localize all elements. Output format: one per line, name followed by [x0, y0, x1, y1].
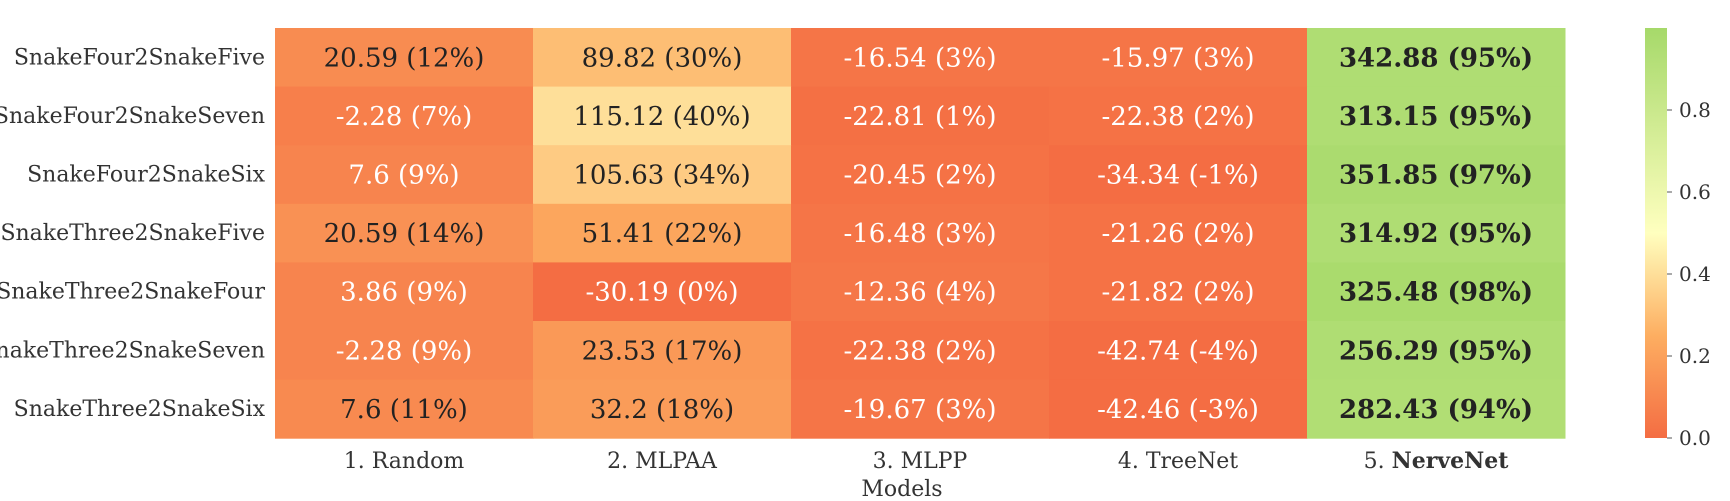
heatmap-cell	[533, 321, 792, 381]
colorbar: 0.0 0.2 0.4 0.6 0.8	[1645, 28, 1711, 450]
cell-value-label: -15.97 (3%)	[1101, 43, 1254, 73]
cell-value-label: -19.67 (3%)	[843, 395, 996, 425]
cell-value-label: -30.19 (0%)	[585, 278, 738, 308]
colorbar-tick-label: 0.4	[1679, 262, 1711, 286]
cell-value-label: -42.74 (-4%)	[1097, 336, 1259, 366]
column-label: 4. TreeNet	[1118, 449, 1238, 474]
column-label: 5. NerveNet	[1364, 448, 1510, 474]
row-label: SnakeFour2SnakeFive	[14, 45, 265, 70]
cell-value-label: 342.88 (95%)	[1339, 43, 1533, 73]
cell-value-label: -22.38 (2%)	[843, 336, 996, 366]
row-label: SnakeThree2SnakeFour	[0, 280, 265, 305]
heatmap-cell	[1049, 321, 1308, 381]
heatmap-cell	[791, 262, 1050, 322]
row-label: SnakeFour2SnakeSix	[27, 163, 266, 188]
heatmap-cell	[791, 145, 1050, 205]
cell-value-label: 7.6 (9%)	[348, 161, 459, 191]
heatmap-cell	[791, 379, 1050, 439]
heatmap-cell	[533, 379, 792, 439]
cell-value-label: 282.43 (94%)	[1339, 395, 1533, 425]
heatmap-cell	[275, 86, 534, 146]
heatmap-cell	[275, 28, 534, 88]
cell-value-label: 314.92 (95%)	[1339, 219, 1533, 249]
cell-value-label: -2.28 (7%)	[336, 102, 472, 132]
cell-value-label: 115.12 (40%)	[573, 102, 750, 132]
heatmap-cell	[275, 262, 534, 322]
heatmap-cell	[1049, 379, 1308, 439]
cell-value-label: 89.82 (30%)	[582, 43, 743, 73]
colorbar-tick-label: 0.6	[1679, 180, 1711, 204]
cell-value-label: -12.36 (4%)	[843, 278, 996, 308]
row-labels: SnakeFour2SnakeFive SnakeFour2SnakeSeven S…	[0, 45, 266, 422]
heatmap-cell	[1307, 262, 1566, 322]
heatmap-cell	[533, 28, 792, 88]
row-label: SnakeThree2SnakeSeven	[0, 338, 265, 363]
heatmap-cell	[1049, 203, 1308, 263]
colorbar-tick-label: 0.0	[1679, 426, 1711, 450]
cell-value-label: -2.28 (9%)	[336, 336, 472, 366]
column-label: 2. MLPAA	[607, 449, 718, 474]
heatmap-cell	[1049, 145, 1308, 205]
column-label: 3. MLPP	[873, 449, 968, 474]
cell-value-label: 105.63 (34%)	[573, 161, 750, 191]
column-label: 1. Random	[344, 449, 465, 474]
x-axis-title: Models	[861, 477, 942, 501]
cell-value-label: -16.54 (3%)	[843, 43, 996, 73]
heatmap-cell	[275, 145, 534, 205]
cell-value-label: -21.26 (2%)	[1101, 219, 1254, 249]
cell-value-label: 32.2 (18%)	[590, 395, 734, 425]
heatmap-cell	[533, 262, 792, 322]
colorbar-gradient	[1645, 28, 1667, 438]
heatmap-cell	[1307, 28, 1566, 88]
heatmap-cell	[791, 321, 1050, 381]
heatmap-cell	[791, 86, 1050, 146]
cell-value-label: 20.59 (14%)	[324, 219, 485, 249]
heatmap-cell-labels: 20.59 (12%) 89.82 (30%) -16.54 (3%) -15.97 …	[324, 43, 1533, 425]
cell-value-label: 20.59 (12%)	[324, 43, 485, 73]
colorbar-tick-label: 0.8	[1679, 98, 1711, 122]
row-label: SnakeThree2SnakeFive	[0, 221, 265, 246]
cell-value-label: -21.82 (2%)	[1101, 278, 1254, 308]
row-label: SnakeFour2SnakeSeven	[0, 104, 265, 129]
heatmap-cell	[1307, 86, 1566, 146]
cell-value-label: 325.48 (98%)	[1339, 278, 1533, 308]
heatmap-cell	[791, 28, 1050, 88]
column-labels: 1. Random 2. MLPAA 3. MLPP 4. TreeNet 5. Ner…	[344, 448, 1509, 474]
cell-value-label: -22.81 (1%)	[843, 102, 996, 132]
cell-value-label: 51.41 (22%)	[582, 219, 743, 249]
heatmap-cell	[1049, 262, 1308, 322]
cell-value-label: 313.15 (95%)	[1339, 102, 1533, 132]
heatmap-cell	[1307, 321, 1566, 381]
heatmap-cells	[275, 28, 1566, 439]
heatmap-cell	[791, 203, 1050, 263]
heatmap-cell	[533, 203, 792, 263]
colorbar-tick-label: 0.2	[1679, 344, 1711, 368]
heatmap-cell	[275, 321, 534, 381]
heatmap-cell	[1307, 145, 1566, 205]
cell-value-label: 256.29 (95%)	[1339, 336, 1533, 366]
cell-value-label: 3.86 (9%)	[340, 278, 468, 308]
cell-value-label: -42.46 (-3%)	[1097, 395, 1259, 425]
cell-value-label: -22.38 (2%)	[1101, 102, 1254, 132]
heatmap-cell	[275, 203, 534, 263]
cell-value-label: -20.45 (2%)	[843, 161, 996, 191]
heatmap-cell	[1307, 203, 1566, 263]
cell-value-label: 23.53 (17%)	[582, 336, 743, 366]
heatmap-cell	[1049, 28, 1308, 88]
cell-value-label: -16.48 (3%)	[843, 219, 996, 249]
heatmap-cell	[533, 86, 792, 146]
heatmap-cell	[533, 145, 792, 205]
cell-value-label: 7.6 (11%)	[340, 395, 468, 425]
cell-value-label: -34.34 (-1%)	[1097, 161, 1259, 191]
heatmap-cell	[275, 379, 534, 439]
row-label: SnakeThree2SnakeSix	[14, 397, 266, 422]
heatmap-cell	[1049, 86, 1308, 146]
cell-value-label: 351.85 (97%)	[1339, 161, 1533, 191]
heatmap-cell	[1307, 379, 1566, 439]
